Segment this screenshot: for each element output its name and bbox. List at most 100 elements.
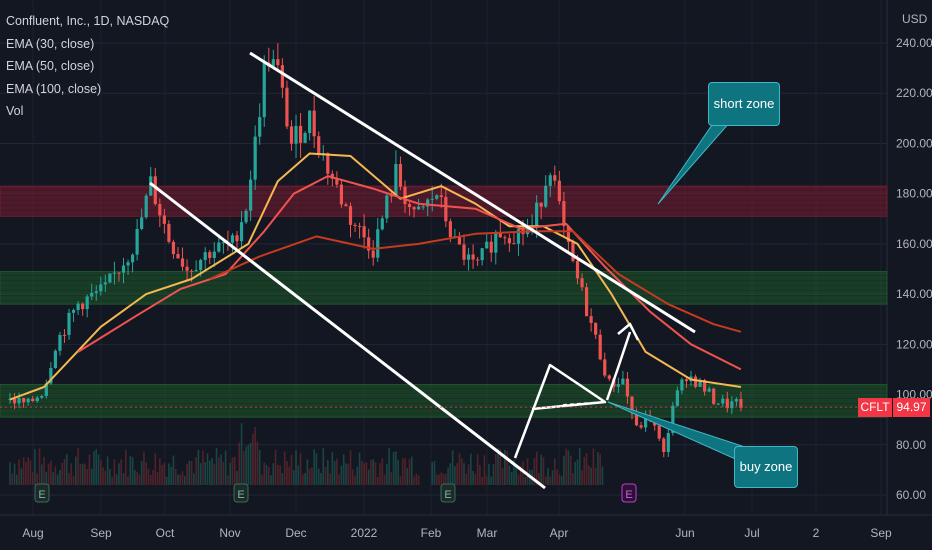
volume-bar	[558, 474, 561, 485]
candle-body	[190, 270, 194, 272]
candle-body	[544, 185, 548, 207]
volume-bar	[215, 447, 218, 485]
volume-bar	[72, 475, 75, 485]
volume-bar	[535, 451, 538, 485]
volume-bar	[451, 450, 454, 485]
volume-bar	[25, 462, 27, 485]
candle-body	[49, 368, 53, 384]
volume-bar	[322, 448, 325, 485]
volume-bar	[456, 463, 458, 485]
volume-bar	[13, 463, 16, 485]
volume-bar	[510, 471, 513, 485]
currency-label: USD	[902, 12, 928, 26]
volume-bar	[145, 462, 147, 485]
earnings-marker[interactable]	[233, 483, 249, 503]
candle-body	[130, 254, 135, 263]
volume-bar	[540, 454, 542, 485]
volume-bar	[224, 450, 227, 485]
candle-body	[362, 226, 366, 238]
candle-body	[67, 312, 71, 335]
volume-bar	[565, 448, 567, 485]
candle-body	[85, 296, 89, 310]
volume-bar	[383, 474, 386, 485]
legend-ema100[interactable]: EMA (100, close)	[6, 81, 102, 96]
volume-bar	[231, 457, 234, 485]
candle-body	[380, 218, 384, 230]
short-zone-zone	[0, 185, 888, 217]
candle-body	[348, 206, 353, 225]
volume-bar	[172, 455, 175, 485]
buy-zone-callout: buy zone	[734, 446, 798, 488]
candle-body	[657, 425, 661, 439]
volume-bar	[190, 461, 193, 485]
volume-bar	[186, 463, 188, 485]
volume-bar	[177, 474, 179, 485]
volume-bar	[567, 450, 570, 485]
volume-bar	[245, 446, 247, 485]
candle-body	[716, 403, 720, 405]
ema-line-100[interactable]	[209, 230, 742, 333]
upper-channel-line[interactable]	[249, 51, 696, 334]
candle-body	[594, 322, 598, 335]
volume-bar	[31, 471, 34, 485]
candle-body	[566, 226, 571, 243]
volume-bar	[333, 461, 336, 485]
volume-bar	[258, 450, 261, 485]
candle-body	[639, 425, 643, 428]
volume-bar	[118, 463, 120, 485]
triangle-pattern[interactable]	[513, 363, 607, 459]
earnings-marker[interactable]	[34, 483, 50, 503]
volume-bar	[229, 462, 231, 485]
candle-body	[140, 217, 144, 229]
volume-bar	[20, 468, 23, 485]
candle-body	[707, 388, 711, 392]
volume-bar	[390, 471, 393, 485]
candle-body	[249, 179, 253, 211]
volume-bar	[302, 474, 304, 485]
candle-body	[553, 175, 557, 181]
candle-body	[144, 195, 148, 218]
volume-bar	[460, 458, 463, 485]
legend-ema50[interactable]: EMA (50, close)	[6, 59, 95, 73]
volume-bar	[438, 474, 440, 485]
candle-body	[135, 228, 139, 255]
volume-bar	[494, 454, 497, 485]
candle-body	[357, 226, 362, 228]
volume-bar	[65, 454, 68, 485]
volume-bar	[277, 464, 279, 485]
candle-body	[539, 202, 543, 207]
volume-bar	[140, 460, 143, 485]
volume-bar	[381, 458, 384, 485]
legend-volume[interactable]: Vol	[6, 104, 24, 118]
candle-body	[721, 398, 725, 404]
candle-body	[71, 309, 76, 313]
volume-bar	[476, 454, 479, 485]
volume-bar	[54, 466, 57, 485]
breakout-arrow-line[interactable]	[605, 331, 632, 401]
volume-bar	[351, 469, 354, 485]
y-tick-label: 220.00	[896, 86, 932, 100]
candle-body	[262, 62, 266, 118]
candle-body	[426, 199, 430, 207]
candle-body	[258, 117, 262, 137]
volume-bar	[365, 462, 368, 485]
volume-bar	[97, 454, 100, 485]
volume-bar	[261, 474, 263, 485]
volume-bar	[445, 473, 447, 485]
candle-body	[480, 248, 484, 261]
candle-body	[208, 252, 212, 258]
volume-bar	[43, 456, 45, 485]
lower-channel-line[interactable]	[149, 181, 546, 490]
candle-body	[439, 195, 443, 197]
legend-ema30[interactable]: EMA (30, close)	[6, 36, 95, 51]
volume-bar	[40, 464, 43, 485]
volume-bar	[165, 476, 168, 485]
earnings-marker[interactable]	[440, 483, 456, 503]
volume-bar	[27, 456, 29, 485]
volume-bar	[143, 451, 145, 485]
volume-bar	[578, 447, 581, 485]
volume-bar	[388, 448, 390, 485]
volume-bar	[52, 472, 54, 485]
earnings-marker[interactable]	[621, 483, 637, 503]
